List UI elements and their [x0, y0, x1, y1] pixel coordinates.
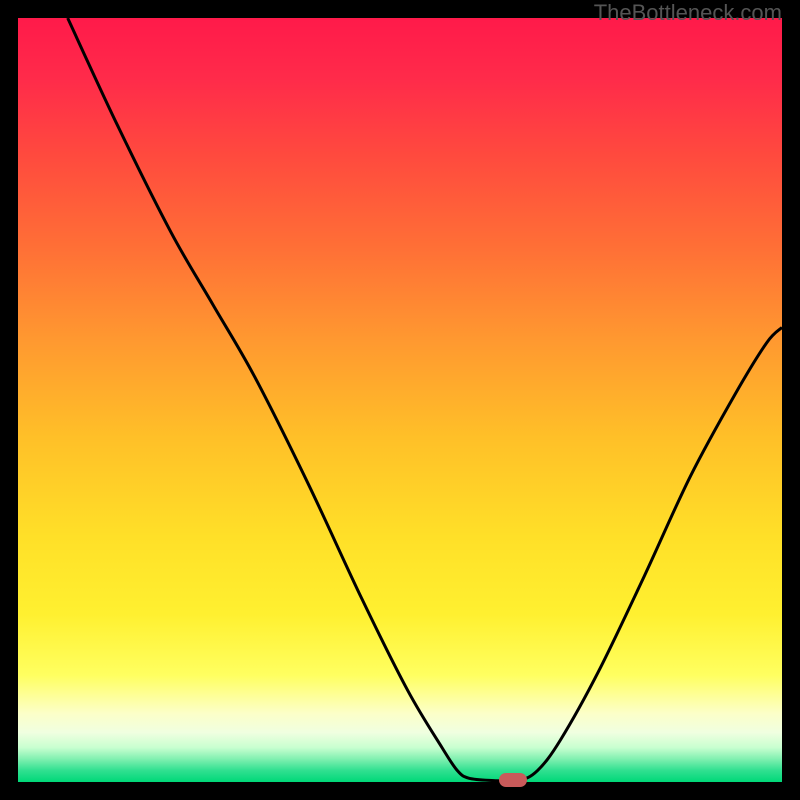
watermark-text: TheBottleneck.com [594, 0, 782, 26]
optimal-marker [499, 773, 527, 787]
bottleneck-chart [18, 18, 782, 782]
gradient-background [18, 18, 782, 782]
